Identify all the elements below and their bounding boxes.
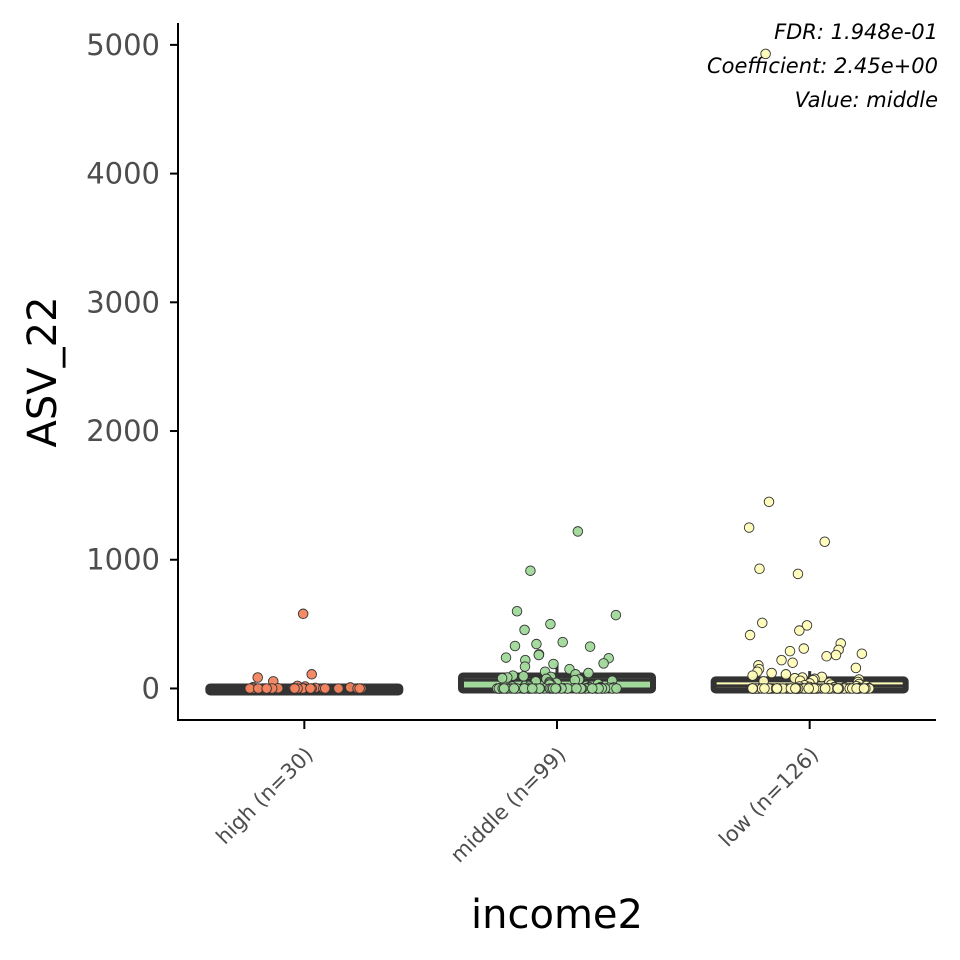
x-axis-ticks: high (n=30) middle (n=99) low (n=126)	[211, 720, 823, 867]
data-point	[794, 625, 805, 636]
data-point	[354, 683, 365, 694]
data-point	[533, 649, 545, 661]
y-tick-label: 1000	[86, 543, 160, 577]
data-point	[511, 605, 523, 617]
data-point	[509, 640, 521, 652]
data-point	[856, 648, 868, 659]
data-point	[766, 667, 777, 679]
data-point	[801, 620, 813, 631]
data-point	[830, 649, 842, 661]
plot-area	[205, 48, 909, 696]
data-point	[780, 669, 792, 680]
data-point	[743, 522, 755, 533]
data-point	[518, 670, 529, 682]
y-tick-label: 3000	[86, 285, 160, 319]
data-point	[289, 683, 300, 694]
data-point	[784, 645, 796, 657]
annotations: FDR: 1.948e-01 Coefficient: 2.45e+00 Val…	[707, 20, 938, 112]
data-point	[744, 629, 756, 641]
data-point	[850, 662, 862, 674]
y-axis-title: ASV_22	[20, 296, 66, 447]
annotation-fdr: FDR: 1.948e-01	[774, 20, 938, 44]
data-point	[508, 683, 520, 694]
data-point	[557, 636, 568, 648]
x-axis-title: income2	[471, 892, 643, 938]
x-tick-label: middle (n=99)	[446, 743, 571, 868]
data-point	[790, 683, 801, 694]
data-point	[803, 683, 814, 694]
box-group	[205, 608, 404, 696]
axes	[177, 23, 936, 721]
x-tick-label: low (n=126)	[714, 743, 823, 852]
data-point	[858, 683, 870, 694]
data-point	[519, 661, 531, 672]
data-point	[798, 643, 810, 654]
data-point	[754, 563, 765, 575]
box-group	[457, 526, 657, 694]
annotation-coefficient: Coefficient: 2.45e+00	[707, 54, 938, 78]
data-point	[819, 683, 831, 694]
data-point	[792, 568, 804, 580]
data-point	[527, 683, 538, 694]
data-point	[496, 672, 508, 684]
data-point	[832, 683, 844, 694]
data-point	[757, 617, 768, 629]
data-point	[333, 683, 344, 694]
data-point	[776, 654, 787, 666]
data-point	[819, 536, 830, 547]
data-point	[500, 652, 512, 663]
data-point	[610, 609, 622, 621]
data-point	[571, 683, 582, 694]
data-point	[519, 624, 530, 636]
data-point	[261, 683, 272, 694]
data-point	[306, 669, 317, 680]
data-point	[787, 657, 798, 668]
data-point	[525, 565, 536, 576]
data-point	[760, 48, 771, 60]
data-point	[550, 683, 561, 694]
data-point	[611, 683, 622, 694]
data-point	[583, 667, 594, 679]
data-point	[305, 683, 316, 694]
y-tick-label: 4000	[86, 157, 160, 191]
y-tick-label: 5000	[86, 28, 160, 62]
data-point	[531, 638, 542, 650]
y-tick-label: 2000	[86, 414, 160, 448]
box-group	[710, 48, 909, 694]
data-point	[759, 683, 770, 694]
data-point	[545, 618, 556, 630]
data-point	[586, 683, 598, 694]
data-point	[572, 526, 584, 537]
data-point	[319, 683, 331, 694]
y-axis-ticks: 0 1000 2000 3000 4000 5000	[86, 28, 178, 705]
annotation-value: Value: middle	[795, 88, 938, 112]
data-point	[747, 683, 758, 694]
data-point	[584, 641, 596, 652]
data-point	[821, 651, 832, 662]
data-point	[252, 672, 263, 683]
data-point	[498, 683, 510, 694]
data-point	[763, 496, 775, 508]
data-point	[771, 683, 783, 694]
data-point	[598, 658, 609, 669]
data-point	[548, 658, 559, 670]
x-tick-label: high (n=30)	[211, 743, 317, 849]
y-tick-label: 0	[142, 671, 160, 705]
data-point	[297, 608, 309, 620]
data-point	[747, 670, 758, 681]
